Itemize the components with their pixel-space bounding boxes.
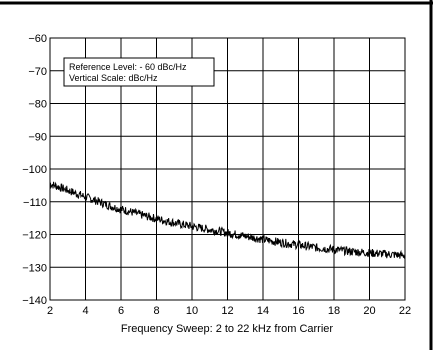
plot-area [49,37,406,301]
y-tick-label: −90 [28,131,47,143]
series-line [49,181,406,259]
x-tick-label: 8 [153,305,159,317]
x-tick-label: 18 [328,305,340,317]
annotation-line-2: Vertical Scale: dBc/Hz [69,73,158,83]
x-tick-label: 12 [221,305,233,317]
x-tick-label: 20 [363,305,375,317]
y-tick-label: −130 [22,262,47,274]
x-tick-label: 10 [186,305,198,317]
x-tick-label: 14 [257,305,269,317]
y-tick-label: −80 [28,99,47,111]
annotation-box [63,57,215,87]
y-tick-label: −120 [22,230,47,242]
x-tick-label: 2 [47,305,53,317]
x-tick-label: 4 [82,305,88,317]
y-tick-label: −70 [28,66,47,78]
x-tick-label: 16 [292,305,304,317]
y-tick-label: −110 [23,197,47,209]
annotation-line-1: Reference Level: - 60 dBc/Hz [69,62,187,72]
y-tick-label: −140 [22,295,47,307]
x-axis-label: Frequency Sweep: 2 to 22 kHz from Carrie… [121,323,333,335]
x-tick-label: 22 [399,305,411,317]
y-tick-label: −60 [28,33,47,45]
x-tick-label: 6 [118,305,124,317]
y-tick-labels: −60 −70 −80 −90 −100 −110 −120 −130 −140 [22,33,47,307]
x-tick-labels: 2 4 6 8 10 12 14 16 18 20 22 [47,305,411,317]
y-tick-label: −100 [22,164,47,176]
